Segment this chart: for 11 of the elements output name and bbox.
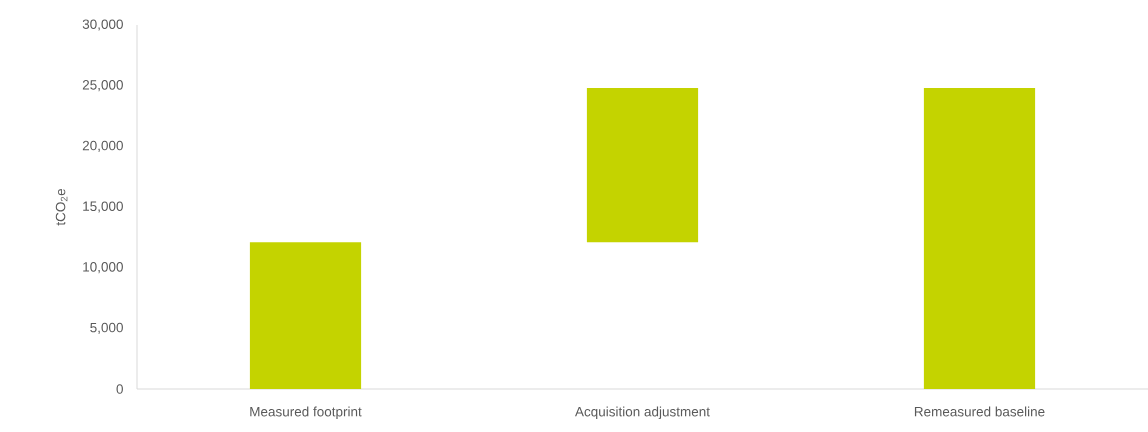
y-tick-label: 15,000 (83, 201, 123, 213)
y-axis-title: tCO$_{2}$e (55, 188, 68, 226)
y-tick-label: 0 (116, 384, 123, 394)
y-tick-label: 5,000 (90, 322, 123, 334)
x-tick-label: Measured footprint (250, 406, 362, 420)
x-tick-label: Remeasured baseline (914, 406, 1045, 417)
x-tick-label: Acquisition adjustment (574, 406, 710, 420)
y-tick-label: 30,000 (82, 19, 123, 31)
y-tick-label: 20,000 (82, 140, 123, 152)
y-tick-label: 10,000 (83, 262, 123, 274)
y-tick-label: 25,000 (82, 80, 123, 92)
